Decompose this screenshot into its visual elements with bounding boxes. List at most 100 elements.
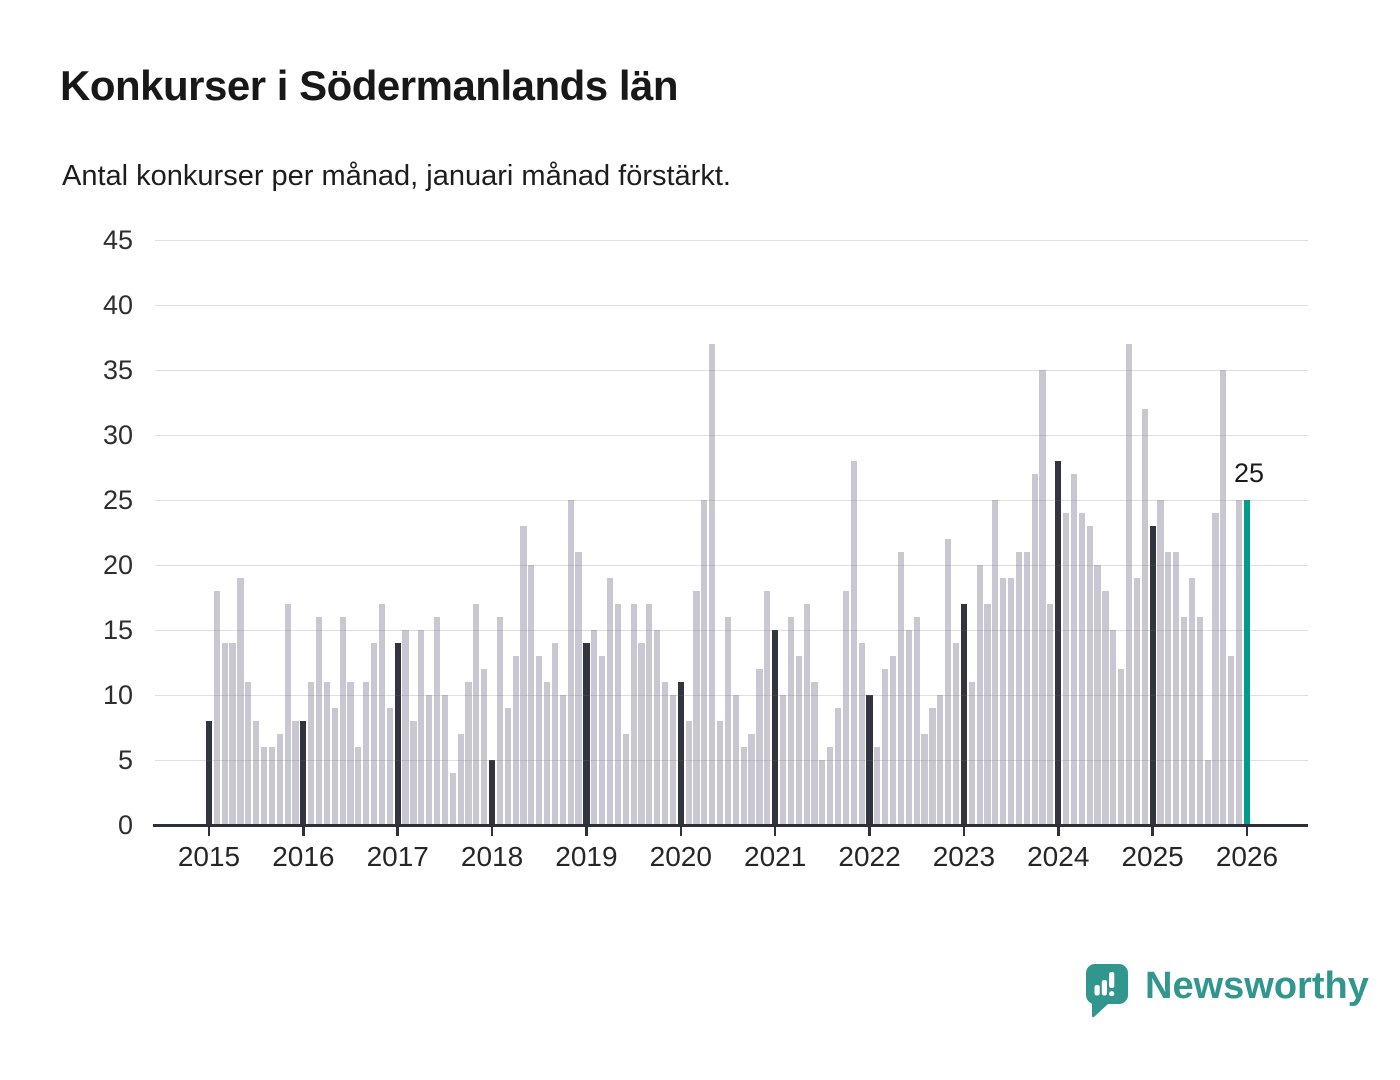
bar-2016-05 bbox=[331, 708, 338, 825]
bar-2022-02 bbox=[874, 747, 881, 825]
bar-2023-11 bbox=[1039, 370, 1046, 825]
gridline-y-30 bbox=[155, 435, 1308, 436]
bar-2019-12 bbox=[669, 695, 677, 825]
bar-2022-04 bbox=[890, 656, 897, 825]
bar-2019-03 bbox=[599, 656, 606, 825]
x-axis-label-2016: 2016 bbox=[272, 841, 335, 872]
bar-2015-12 bbox=[292, 721, 299, 825]
bar-2023-08 bbox=[1015, 552, 1023, 825]
bar-2015-04 bbox=[229, 643, 236, 825]
x-axis-label-2019: 2019 bbox=[555, 841, 618, 872]
bar-2015-01 bbox=[205, 721, 213, 825]
x-axis-tick-2015 bbox=[207, 827, 211, 836]
bar-2021-07 bbox=[819, 760, 826, 825]
bar-2021-06 bbox=[811, 682, 818, 825]
bar-2023-02 bbox=[968, 682, 975, 825]
bar-2018-12 bbox=[575, 552, 582, 825]
y-axis-label-40: 40 bbox=[102, 290, 133, 320]
value-annotation: 25 bbox=[1233, 458, 1265, 488]
bar-2016-02 bbox=[308, 682, 315, 825]
x-axis-tick-2016 bbox=[302, 827, 305, 836]
x-axis-label-2025: 2025 bbox=[1121, 841, 1184, 872]
bar-2017-01 bbox=[394, 643, 401, 825]
bar-2021-10 bbox=[842, 591, 850, 825]
bar-2020-10 bbox=[748, 734, 755, 825]
bar-2017-09 bbox=[457, 734, 464, 825]
bar-2016-07 bbox=[347, 682, 354, 825]
page-title: Konkurser i Södermanlands län bbox=[60, 62, 679, 109]
bar-2023-04 bbox=[984, 604, 991, 825]
y-axis-label-15: 15 bbox=[102, 615, 133, 645]
gridline-y-20 bbox=[155, 565, 1308, 566]
page-subtitle: Antal konkurser per månad, januari månad… bbox=[62, 160, 731, 192]
newsworthy-logo-text: Newsworthy bbox=[1145, 965, 1369, 1007]
bar-2017-04 bbox=[418, 630, 425, 825]
y-axis-label-45: 45 bbox=[102, 225, 133, 255]
bar-2021-01 bbox=[772, 630, 779, 825]
bar-2019-01 bbox=[583, 643, 590, 825]
x-axis-label-2015: 2015 bbox=[177, 841, 241, 872]
bar-2015-10 bbox=[276, 734, 283, 825]
x-axis-label-2023: 2023 bbox=[932, 841, 996, 872]
bar-2019-05 bbox=[614, 604, 621, 825]
bar-2025-09 bbox=[1212, 513, 1219, 825]
bar-2018-08 bbox=[544, 682, 551, 825]
bar-2025-06 bbox=[1188, 578, 1196, 825]
bar-2018-04 bbox=[512, 656, 519, 825]
bar-2016-12 bbox=[386, 708, 393, 825]
bar-2018-07 bbox=[536, 656, 543, 825]
bar-chart-speech-bubble-icon bbox=[1085, 964, 1128, 1023]
bar-2018-05 bbox=[520, 526, 527, 825]
bar-2025-07 bbox=[1196, 617, 1203, 825]
bar-2018-01 bbox=[488, 760, 496, 825]
bar-2024-07 bbox=[1102, 591, 1109, 825]
bar-2016-11 bbox=[378, 604, 386, 825]
bar-2021-12 bbox=[858, 643, 865, 825]
x-axis-tick-2024 bbox=[1057, 827, 1060, 836]
bar-2025-08 bbox=[1204, 760, 1211, 825]
bar-2017-12 bbox=[481, 669, 488, 825]
bar-2015-07 bbox=[253, 721, 260, 825]
bar-2022-12 bbox=[952, 643, 960, 825]
bar-2024-03 bbox=[1070, 474, 1078, 825]
bar-2022-11 bbox=[945, 539, 952, 825]
x-axis-label-2024: 2024 bbox=[1027, 841, 1090, 872]
bar-2018-06 bbox=[528, 565, 535, 825]
x-axis-label-2018: 2018 bbox=[460, 841, 524, 872]
bar-2021-04 bbox=[795, 656, 802, 825]
bar-2020-05 bbox=[709, 344, 716, 825]
bar-2019-07 bbox=[630, 604, 637, 825]
bar-2020-06 bbox=[717, 721, 724, 825]
x-axis-tick-2026 bbox=[1245, 827, 1249, 836]
bar-2024-12 bbox=[1141, 409, 1148, 825]
bar-2024-11 bbox=[1133, 578, 1140, 825]
newsworthy-logo: Newsworthy bbox=[1085, 964, 1369, 1023]
x-axis-line bbox=[153, 824, 1308, 827]
bar-2022-03 bbox=[882, 669, 889, 825]
y-axis-label-35: 35 bbox=[102, 355, 133, 385]
y-axis-label-20: 20 bbox=[102, 550, 133, 580]
bar-2024-10 bbox=[1125, 344, 1133, 825]
bar-2017-02 bbox=[402, 630, 409, 825]
bar-2020-01 bbox=[677, 682, 684, 825]
bar-2024-04 bbox=[1078, 513, 1085, 825]
bar-2020-07 bbox=[724, 617, 732, 825]
x-axis-tick-2020 bbox=[679, 827, 683, 836]
x-axis-label-2026: 2026 bbox=[1215, 841, 1279, 872]
x-axis-tick-2018 bbox=[490, 827, 494, 836]
bar-2015-02 bbox=[213, 591, 220, 825]
bar-2017-08 bbox=[449, 773, 456, 825]
bar-2017-05 bbox=[426, 695, 433, 825]
bar-2022-06 bbox=[905, 630, 912, 825]
bar-2020-09 bbox=[740, 747, 747, 825]
gridline-y-10 bbox=[155, 695, 1308, 696]
bar-2022-09 bbox=[929, 708, 936, 825]
bar-2017-11 bbox=[473, 604, 480, 825]
bar-2016-08 bbox=[355, 747, 362, 825]
bar-2019-10 bbox=[654, 630, 661, 825]
bar-2023-10 bbox=[1031, 474, 1038, 825]
bar-2015-03 bbox=[221, 643, 228, 825]
bar-2015-11 bbox=[284, 604, 291, 825]
bar-2025-02 bbox=[1157, 500, 1164, 825]
